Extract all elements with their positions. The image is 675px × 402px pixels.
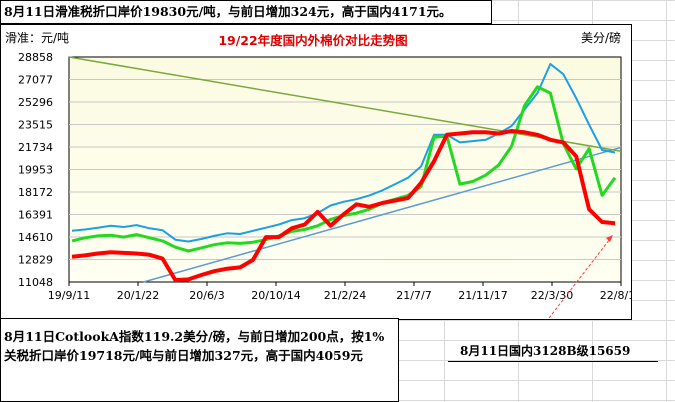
left-axis-label: 滑准：元/吨 (5, 31, 69, 45)
left-tick-label: 18172 (18, 186, 53, 199)
annotation-arrowhead (606, 235, 613, 242)
x-tick-label: 22/3/30 (531, 289, 573, 302)
left-tick-label: 25296 (18, 96, 53, 109)
trend-line (68, 56, 622, 152)
series-line-red (71, 129, 616, 283)
cotton-price-chart: 28858 27077 25296 23515 21734 19953 18172 16391… (5, 30, 653, 319)
x-tick-label: 20/6/3 (189, 289, 224, 302)
chart-frame: 28858 27077 25296 23515 21734 19953 18172 16391… (0, 24, 653, 320)
left-tick-label: 23515 (18, 119, 53, 132)
x-tick-label: 21/11/17 (458, 289, 507, 302)
x-tick-label: 20/10/14 (251, 289, 300, 302)
left-tick-label: 12829 (18, 254, 53, 267)
left-tick-label: 11048 (18, 276, 53, 289)
left-tick-label: 27077 (18, 74, 53, 87)
annotation-arrow (548, 234, 614, 319)
top-price-note: 8月11日滑准税折口岸价19830元/吨，与前日增加324元，高于国内4171元… (0, 0, 492, 24)
x-tick-label: 20/1/22 (117, 289, 159, 302)
chart-title: 19/22年度国内外棉价对比走势图 (218, 33, 407, 48)
left-tick-label: 19953 (18, 164, 53, 177)
left-tick-label: 14610 (18, 231, 53, 244)
x-tick-label: 19/9/11 (48, 289, 90, 302)
left-tick-label: 28858 (18, 51, 53, 64)
x-tick-label: 22/8/10 (600, 289, 631, 302)
left-tick-label: 21734 (18, 141, 53, 154)
right-axis-label: 美分/磅 (581, 30, 621, 45)
x-tick-label: 21/7/7 (396, 289, 431, 302)
x-tick-label: 21/2/24 (324, 289, 366, 302)
trend-line (143, 146, 622, 283)
bottom-cotlook-note: 8月11日CotlookA指数119.2美分/磅，与前日增加200点，按1%关税… (0, 318, 399, 402)
domestic-price-note: 8月11日国内3128B级15659 (448, 343, 658, 362)
left-tick-label: 16391 (18, 209, 53, 222)
